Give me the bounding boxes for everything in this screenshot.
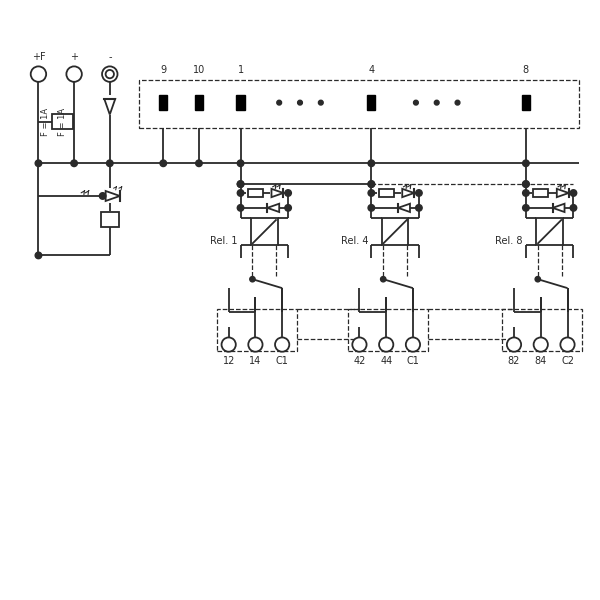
- Bar: [367, 95, 376, 110]
- Circle shape: [71, 160, 77, 167]
- Circle shape: [100, 193, 106, 199]
- Circle shape: [406, 337, 420, 352]
- Text: Rel. 4: Rel. 4: [341, 236, 368, 245]
- Circle shape: [434, 100, 439, 105]
- Circle shape: [533, 337, 548, 352]
- Text: 42: 42: [353, 356, 365, 367]
- Text: F = 1A: F = 1A: [41, 107, 50, 136]
- Text: 4: 4: [368, 65, 374, 76]
- Text: -: -: [108, 52, 112, 62]
- Circle shape: [248, 337, 263, 352]
- Bar: [522, 95, 530, 110]
- Text: 1: 1: [238, 65, 244, 76]
- Circle shape: [106, 70, 114, 78]
- Bar: [195, 95, 203, 110]
- Circle shape: [368, 205, 374, 211]
- Circle shape: [535, 277, 541, 282]
- Text: +: +: [70, 52, 78, 62]
- Bar: [236, 95, 245, 110]
- Circle shape: [67, 67, 82, 82]
- Bar: [101, 212, 119, 227]
- Polygon shape: [553, 204, 565, 212]
- Polygon shape: [557, 189, 569, 197]
- Text: C1: C1: [276, 356, 289, 367]
- Text: 44: 44: [380, 356, 392, 367]
- Circle shape: [298, 100, 302, 105]
- Bar: [52, 114, 73, 129]
- Bar: [217, 309, 297, 350]
- Bar: [347, 309, 428, 350]
- Text: F = 1A: F = 1A: [58, 107, 67, 136]
- Circle shape: [523, 205, 529, 211]
- Circle shape: [237, 160, 244, 167]
- Circle shape: [413, 100, 418, 105]
- Polygon shape: [402, 189, 414, 197]
- Circle shape: [352, 337, 367, 352]
- Circle shape: [107, 160, 113, 167]
- Circle shape: [379, 337, 394, 352]
- Circle shape: [523, 160, 529, 167]
- Text: 14: 14: [249, 356, 262, 367]
- Circle shape: [560, 337, 575, 352]
- Circle shape: [237, 205, 244, 211]
- Polygon shape: [268, 204, 279, 212]
- Text: Rel. 1: Rel. 1: [210, 236, 238, 245]
- Circle shape: [285, 205, 292, 211]
- Circle shape: [570, 205, 577, 211]
- Circle shape: [523, 190, 529, 196]
- Circle shape: [523, 181, 529, 187]
- Text: 82: 82: [508, 356, 520, 367]
- Circle shape: [35, 160, 42, 167]
- Text: 84: 84: [535, 356, 547, 367]
- Text: 12: 12: [223, 356, 235, 367]
- Circle shape: [35, 252, 42, 259]
- Text: +F: +F: [32, 52, 45, 62]
- Circle shape: [285, 190, 292, 196]
- Circle shape: [380, 277, 386, 282]
- Circle shape: [416, 190, 422, 196]
- Circle shape: [368, 181, 374, 187]
- Circle shape: [237, 181, 244, 187]
- Polygon shape: [271, 189, 283, 197]
- Circle shape: [250, 277, 255, 282]
- Text: C1: C1: [407, 356, 419, 367]
- Polygon shape: [398, 204, 410, 212]
- Circle shape: [368, 181, 374, 187]
- Text: Rel. 8: Rel. 8: [496, 236, 523, 245]
- Text: 8: 8: [523, 65, 529, 76]
- Text: C2: C2: [561, 356, 574, 367]
- Circle shape: [368, 160, 374, 167]
- Bar: [159, 95, 167, 110]
- Circle shape: [523, 181, 529, 187]
- Bar: [139, 80, 580, 128]
- Polygon shape: [104, 99, 115, 115]
- Circle shape: [102, 67, 118, 82]
- Circle shape: [160, 160, 167, 167]
- Circle shape: [570, 190, 577, 196]
- Bar: [536, 218, 563, 245]
- Circle shape: [31, 67, 46, 82]
- Circle shape: [275, 337, 289, 352]
- Bar: [379, 188, 394, 197]
- Text: 10: 10: [193, 65, 205, 76]
- Text: 9: 9: [160, 65, 166, 76]
- Bar: [502, 309, 583, 350]
- Circle shape: [507, 337, 521, 352]
- Bar: [251, 218, 278, 245]
- Circle shape: [319, 100, 323, 105]
- Bar: [248, 188, 263, 197]
- Circle shape: [277, 100, 281, 105]
- Bar: [382, 218, 409, 245]
- Circle shape: [368, 190, 374, 196]
- Circle shape: [237, 181, 244, 187]
- Polygon shape: [106, 191, 120, 201]
- Bar: [533, 188, 548, 197]
- Circle shape: [455, 100, 460, 105]
- Circle shape: [196, 160, 202, 167]
- Circle shape: [221, 337, 236, 352]
- Circle shape: [416, 205, 422, 211]
- Circle shape: [237, 190, 244, 196]
